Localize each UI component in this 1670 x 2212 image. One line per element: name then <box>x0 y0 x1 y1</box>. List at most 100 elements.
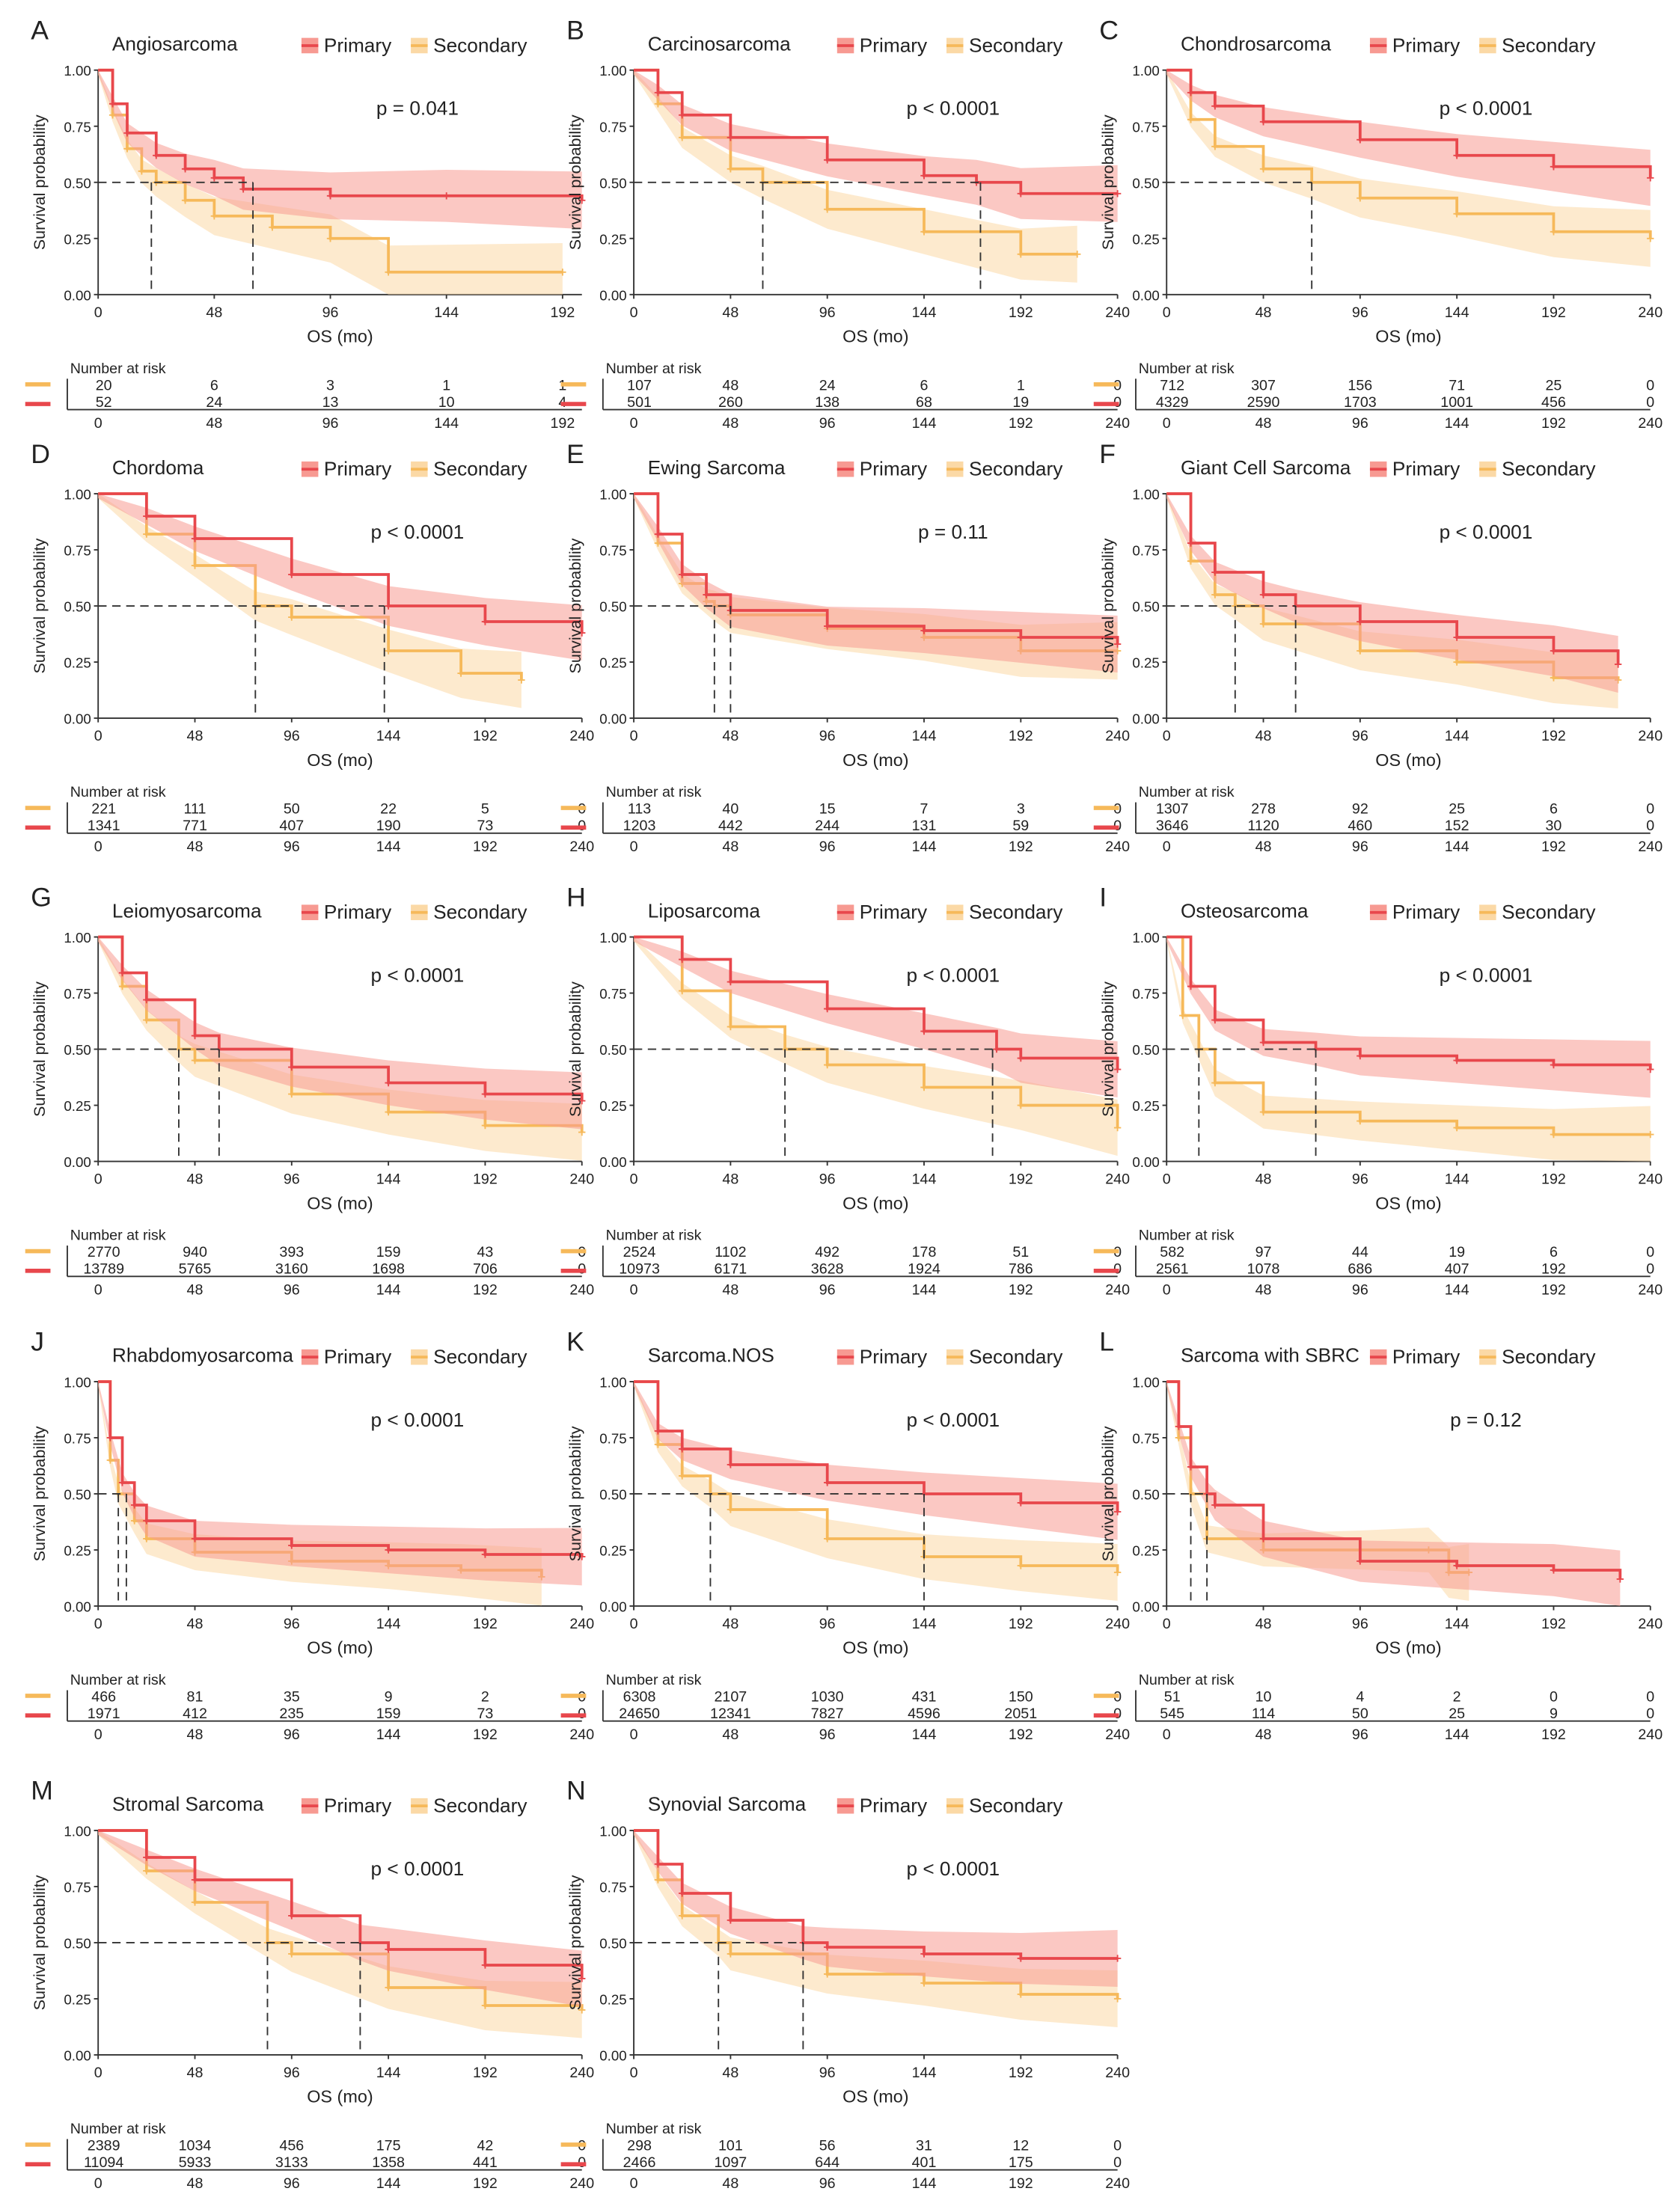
p-value-label: p < 0.0001 <box>906 1409 1000 1431</box>
risk-time-label: 96 <box>1352 839 1368 855</box>
x-axis-label: OS (mo) <box>307 327 373 346</box>
x-tick-label: 0 <box>1163 728 1171 744</box>
risk-time-label: 144 <box>912 415 937 432</box>
y-axis-label: Survival probability <box>566 1426 584 1561</box>
primary-censor-mark <box>153 152 160 159</box>
x-tick-label: 96 <box>284 1616 300 1632</box>
secondary-censor-mark <box>1074 251 1081 258</box>
y-tick-label: 0.00 <box>1132 287 1159 303</box>
y-tick-label: 0.25 <box>599 1542 626 1558</box>
primary-censor-mark <box>1453 1562 1461 1569</box>
y-tick-label: 0.00 <box>599 711 626 727</box>
x-tick-label: 96 <box>284 2065 300 2081</box>
risk-time-label: 144 <box>912 1282 937 1299</box>
y-tick-label: 0.75 <box>599 1879 626 1895</box>
secondary-censor-mark <box>1017 1991 1024 1998</box>
risk-secondary-count: 0 <box>1646 1244 1654 1260</box>
risk-primary-count: 706 <box>473 1261 498 1278</box>
risk-time-label: 144 <box>376 2175 401 2192</box>
y-tick-label: 0.75 <box>64 119 91 135</box>
risk-secondary-count: 6 <box>920 377 929 393</box>
x-tick-label: 48 <box>722 304 738 321</box>
panel-h: H Liposarcoma Primary Secondary 0.00 0.25 0.50… <box>560 882 1130 1299</box>
risk-time-label: 144 <box>1445 415 1469 432</box>
panel-letter: H <box>566 882 586 912</box>
x-tick-label: 48 <box>206 304 222 321</box>
risk-time-label: 96 <box>284 839 300 855</box>
risk-time-label: 48 <box>187 839 204 855</box>
risk-time-label: 240 <box>1105 415 1130 432</box>
x-tick-label: 240 <box>1105 1171 1130 1188</box>
primary-confidence-band <box>98 1381 582 1586</box>
x-tick-label: 96 <box>1352 1171 1368 1188</box>
primary-censor-mark <box>1187 1463 1195 1471</box>
risk-primary-count: 114 <box>1252 1706 1275 1722</box>
primary-censor-mark <box>1550 1061 1558 1069</box>
x-tick-label: 240 <box>1638 728 1663 744</box>
primary-censor-mark <box>443 192 450 200</box>
risk-secondary-count: 1034 <box>179 2137 212 2154</box>
secondary-confidence-band <box>98 1830 582 2038</box>
primary-censor-mark <box>1113 1955 1122 1962</box>
y-tick-label: 1.00 <box>599 1374 626 1390</box>
primary-censor-mark <box>578 1553 586 1560</box>
risk-time-label: 96 <box>819 1282 836 1299</box>
risk-secondary-count: 159 <box>376 1244 401 1260</box>
secondary-censor-mark <box>824 1061 831 1069</box>
x-tick-label: 0 <box>630 1171 638 1188</box>
legend-primary-label: Primary <box>1392 901 1461 923</box>
x-tick-label: 0 <box>630 304 638 321</box>
primary-censor-mark <box>1259 1535 1267 1542</box>
risk-primary-count: 456 <box>1541 394 1566 411</box>
y-axis-label: Survival probability <box>566 981 584 1117</box>
legend-secondary-label: Secondary <box>969 901 1063 923</box>
risk-time-label: 96 <box>819 2175 836 2192</box>
risk-secondary-count: 582 <box>1160 1244 1184 1260</box>
legend-primary-label: Primary <box>860 34 928 56</box>
risk-time-label: 240 <box>1638 1282 1663 1299</box>
risk-time-label: 96 <box>284 2175 300 2192</box>
risk-time-label: 240 <box>569 839 594 855</box>
y-tick-label: 0.25 <box>599 655 626 671</box>
x-tick-label: 96 <box>819 1616 836 1632</box>
primary-censor-mark <box>1211 1501 1219 1509</box>
x-tick-label: 144 <box>912 1171 937 1188</box>
secondary-censor-mark <box>1017 1562 1024 1569</box>
risk-table-title: Number at risk <box>1139 1228 1235 1244</box>
secondary-censor-mark <box>181 197 189 204</box>
primary-censor-mark <box>1453 1056 1461 1064</box>
risk-primary-count: 138 <box>815 394 839 411</box>
y-tick-label: 0.00 <box>64 1599 91 1614</box>
risk-primary-count: 786 <box>1009 1261 1033 1278</box>
risk-secondary-count: 6 <box>210 377 218 393</box>
risk-secondary-count: 6 <box>1550 801 1558 818</box>
legend-secondary-label: Secondary <box>433 458 527 480</box>
y-tick-label: 0.25 <box>64 1991 91 2007</box>
risk-primary-count: 1924 <box>908 1261 940 1278</box>
y-tick-label: 1.00 <box>64 1823 91 1839</box>
risk-secondary-count: 35 <box>284 1688 300 1705</box>
risk-secondary-count: 25 <box>1449 801 1465 818</box>
y-tick-label: 0.25 <box>1132 1542 1159 1558</box>
secondary-censor-mark <box>385 269 392 276</box>
risk-primary-count: 3628 <box>811 1261 844 1278</box>
risk-primary-count: 59 <box>1012 818 1029 834</box>
panel-title: Osteosarcoma <box>1181 899 1309 922</box>
legend-primary-label: Primary <box>324 34 392 56</box>
y-tick-label: 1.00 <box>64 1374 91 1390</box>
risk-time-label: 192 <box>473 839 498 855</box>
x-tick-label: 144 <box>912 304 937 321</box>
risk-primary-count: 1078 <box>1247 1261 1280 1278</box>
risk-time-label: 48 <box>722 2175 738 2192</box>
y-tick-label: 0.50 <box>1132 1486 1159 1502</box>
risk-time-label: 48 <box>187 1282 204 1299</box>
panel-title: Rhabdomyosarcoma <box>112 1344 293 1367</box>
risk-time-label: 48 <box>1255 1282 1272 1299</box>
y-tick-label: 0.50 <box>599 1486 626 1502</box>
x-tick-label: 144 <box>1445 728 1469 744</box>
x-tick-label: 0 <box>94 728 103 744</box>
primary-censor-mark <box>1113 640 1122 648</box>
risk-time-label: 240 <box>1105 1727 1130 1743</box>
primary-censor-mark <box>1211 1016 1219 1024</box>
p-value-label: p < 0.0001 <box>371 521 465 543</box>
